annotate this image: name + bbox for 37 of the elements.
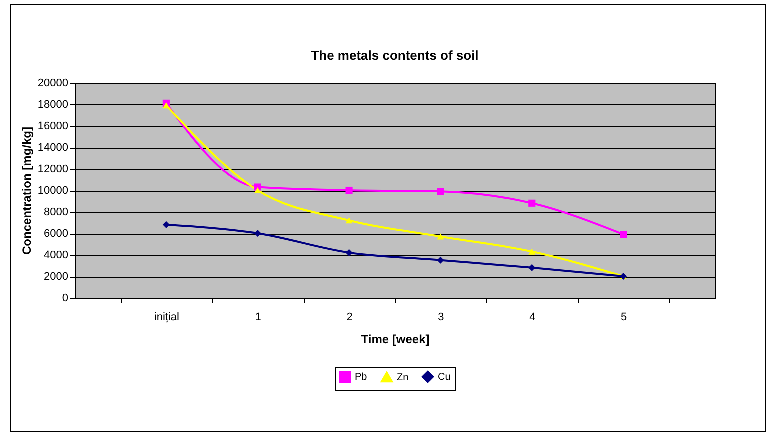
y-tick-label: 12000 [38,164,68,176]
y-tick-label: 2000 [44,271,68,283]
y-tick-label: 4000 [44,250,68,262]
x-tick-label: 2 [346,312,353,324]
point [162,221,170,228]
y-tick-label: 14000 [38,142,68,154]
point [528,200,536,207]
y-tick-label: 16000 [38,120,68,132]
x-axis-title: Time [week] [361,332,430,346]
point [162,102,170,109]
point [346,218,353,224]
y-tick-label: 10000 [38,185,68,197]
x-tick-label: 1 [255,312,262,324]
y-axis-title: Concentration [mg/kg] [20,127,34,255]
y-tick-label: 0 [62,292,68,304]
point [528,248,536,255]
point [437,188,444,196]
point [254,187,262,194]
point [528,264,536,272]
point [437,256,444,264]
x-tick-label: 3 [438,312,444,324]
y-tick-label: 18000 [38,99,68,111]
point [620,231,628,238]
point [254,230,262,238]
legend-label: Cu [438,372,451,383]
y-tick-label: 8000 [44,206,68,218]
legend-label: Pb [355,372,368,383]
chart-title: The metals contents of soil [311,48,479,63]
point [437,234,444,240]
point [346,186,353,194]
x-tick-label: 4 [530,312,536,324]
y-tick-label: 20000 [38,78,68,90]
point [346,249,353,256]
x-tick-label: 5 [621,312,628,324]
y-tick-label: 6000 [44,228,68,240]
x-tick-label: inițial [154,312,180,324]
legend-label: Zn [397,372,409,384]
